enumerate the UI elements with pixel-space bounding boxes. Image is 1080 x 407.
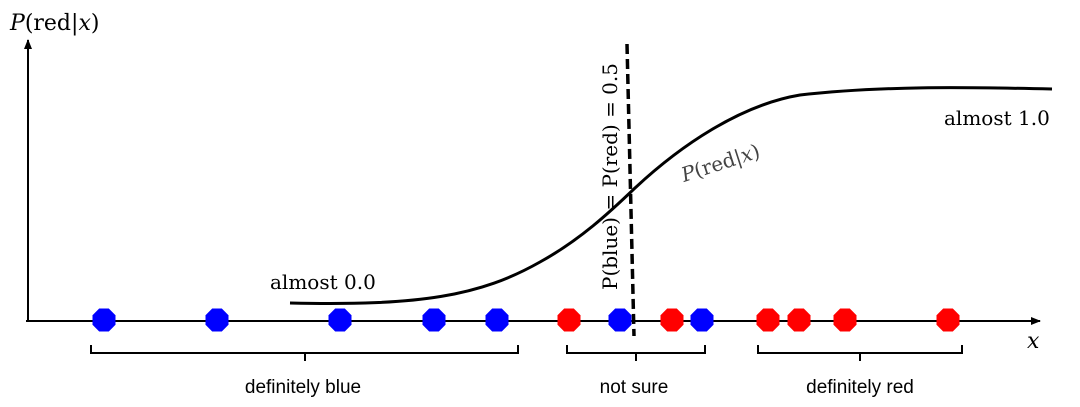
- red-point: [787, 308, 811, 332]
- red-point: [557, 308, 581, 332]
- red-point: [660, 308, 684, 332]
- curve-low-label: almost 0.0: [270, 270, 376, 294]
- decision-boundary: [625, 43, 636, 337]
- sigmoid-curve: [289, 86, 1053, 306]
- red-point: [833, 308, 857, 332]
- x-axis-label: x: [1027, 329, 1040, 354]
- red-point: [756, 308, 780, 332]
- blue-point: [690, 308, 714, 332]
- group-label-definitely-blue: definitely blue: [245, 377, 361, 398]
- decision-boundary-label: P(blue) = P(red) = 0.5: [598, 63, 622, 290]
- blue-point: [328, 308, 352, 332]
- curve-high-label: almost 1.0: [944, 106, 1050, 130]
- blue-point: [205, 308, 229, 332]
- bracket-definitely-red: [757, 345, 963, 361]
- blue-point: [422, 308, 446, 332]
- y-axis-label: P(red|x): [9, 11, 99, 36]
- group-label-definitely-red: definitely red: [806, 377, 914, 398]
- group-label-not-sure: not sure: [600, 377, 669, 398]
- bracket-not-sure: [566, 345, 706, 361]
- bracket-definitely-blue: [90, 345, 519, 361]
- blue-point: [92, 308, 116, 332]
- curve-label: P(red|x): [677, 139, 763, 188]
- data-points: [92, 308, 960, 332]
- blue-point: [485, 308, 509, 332]
- red-point: [936, 308, 960, 332]
- blue-point: [608, 308, 632, 332]
